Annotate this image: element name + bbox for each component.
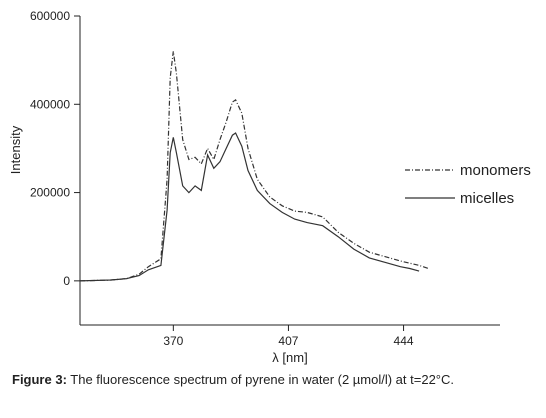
- series-layer: [79, 51, 429, 282]
- y-tick-label: 200000: [30, 186, 70, 200]
- caption-label: Figure 3:: [12, 372, 67, 387]
- series-line-micelles: [79, 132, 420, 282]
- y-tick-label: 400000: [30, 97, 70, 111]
- x-tick-label: 407: [278, 334, 298, 348]
- legend-label-monomers: monomers: [460, 162, 531, 179]
- legend: monomers micelles: [405, 162, 531, 207]
- y-axis-ticks: 0 200000 400000 600000: [30, 9, 80, 288]
- figure-caption: Figure 3: The fluorescence spectrum of p…: [12, 371, 532, 388]
- y-axis-label: Intensity: [8, 125, 23, 174]
- legend-label-micelles: micelles: [460, 190, 514, 207]
- x-tick-label: 444: [394, 334, 414, 348]
- plot-area: 0 200000 400000 600000 370 407 444: [30, 9, 500, 348]
- series-line-monomers: [79, 51, 429, 282]
- y-tick-label: 600000: [30, 9, 70, 23]
- x-tick-label: 370: [163, 334, 183, 348]
- x-axis-label: λ [nm]: [272, 350, 307, 365]
- y-tick-label: 0: [63, 274, 70, 288]
- caption-text: The fluorescence spectrum of pyrene in w…: [66, 372, 454, 387]
- x-axis-ticks: 370 407 444: [163, 325, 414, 348]
